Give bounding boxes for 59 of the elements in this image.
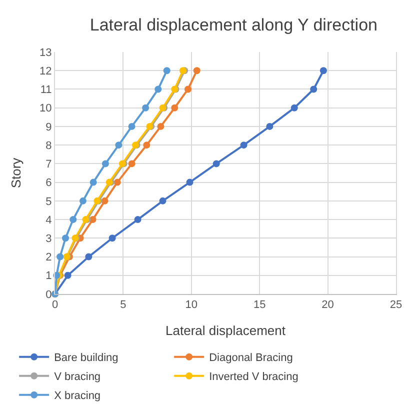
- point: [163, 67, 170, 74]
- x-tick-label: 20: [322, 299, 334, 312]
- point: [310, 86, 318, 93]
- point: [64, 272, 72, 279]
- point: [90, 178, 97, 186]
- point: [85, 253, 92, 260]
- point: [320, 67, 327, 74]
- point: [134, 216, 142, 224]
- legend-label: X bracing: [54, 390, 101, 402]
- y-tick-label: 9: [46, 121, 52, 134]
- point: [62, 234, 69, 242]
- y-tick-label: 2: [46, 252, 52, 264]
- point: [157, 122, 164, 130]
- chart-title: Lateral displacement along Y direction: [90, 16, 378, 35]
- point: [102, 160, 109, 168]
- y-tick-label: 10: [40, 102, 52, 115]
- point: [101, 197, 108, 204]
- legend-label: Diagonal Bracing: [209, 352, 293, 364]
- point: [128, 160, 136, 168]
- point: [184, 86, 192, 93]
- point: [212, 160, 220, 168]
- point: [89, 216, 96, 224]
- point: [193, 67, 200, 74]
- point: [266, 122, 274, 130]
- y-tick-label: 5: [46, 196, 52, 208]
- point: [154, 86, 162, 93]
- legend-label: Bare building: [54, 352, 118, 364]
- point: [143, 142, 150, 149]
- point: [128, 122, 136, 130]
- point: [56, 253, 64, 260]
- y-tick-label: 6: [46, 177, 52, 190]
- x-tick-label: 15: [253, 299, 266, 312]
- point: [79, 197, 86, 204]
- point: [115, 142, 122, 149]
- x-tick-label: 5: [120, 299, 126, 312]
- legend-label: V bracing: [54, 371, 101, 384]
- point: [108, 234, 116, 242]
- y-tick-label: 7: [46, 158, 52, 171]
- x-tick-label: 25: [390, 299, 402, 312]
- point: [240, 142, 248, 149]
- y-tick-label: 1: [46, 270, 52, 282]
- y-tick-label: 0: [46, 288, 52, 301]
- point: [114, 178, 121, 186]
- y-tick-label: 12: [40, 65, 52, 78]
- y-tick-label: 4: [46, 214, 52, 226]
- y-axis-title: Story: [8, 157, 24, 188]
- x-axis-title: Lateral displacement: [166, 322, 286, 338]
- y-tick-label: 8: [46, 140, 52, 152]
- legend-label: Inverted V bracing: [209, 371, 298, 384]
- y-tick-label: 11: [40, 84, 52, 96]
- point: [171, 104, 178, 112]
- point: [142, 104, 150, 112]
- point: [186, 178, 194, 186]
- y-tick-label: 13: [40, 46, 52, 59]
- point: [159, 197, 166, 204]
- y-tick-label: 3: [46, 233, 52, 245]
- point: [70, 216, 77, 224]
- point: [290, 104, 298, 112]
- x-tick-label: 10: [185, 299, 198, 312]
